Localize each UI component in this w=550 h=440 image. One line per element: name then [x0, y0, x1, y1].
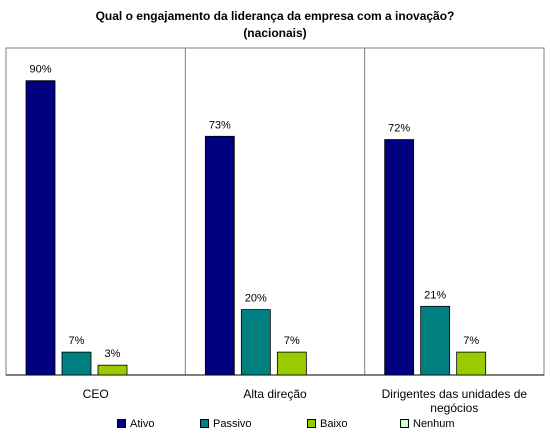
legend-label: Ativo	[130, 418, 155, 430]
legend-swatch	[400, 418, 409, 428]
bar	[204, 135, 235, 376]
chart-title-line-2: (nacionais)	[243, 26, 307, 40]
data-label: 3%	[105, 348, 121, 360]
category-label: Dirigentes das unidades de negócios	[382, 387, 528, 415]
legend-label: Passivo	[213, 418, 252, 430]
legend-swatch	[200, 418, 209, 428]
bar	[384, 139, 415, 376]
data-label: 20%	[245, 293, 267, 305]
data-label: 21%	[424, 289, 446, 301]
category-labels: CEO Alta direção Dirigentes das unidades d…	[83, 387, 528, 415]
chart-title-line-1: Qual o engajamento da liderança da empre…	[95, 9, 455, 23]
bars	[25, 80, 487, 376]
legend-item: Baixo	[307, 418, 348, 430]
bar	[240, 309, 271, 376]
plot-frame	[5, 47, 545, 376]
data-label: 7%	[69, 335, 85, 347]
data-labels: 90% 7% 3% 73% 20% 7% 72% 21% 7%	[29, 64, 479, 360]
legend-label: Nenhum	[413, 418, 455, 430]
chart-title: Qual o engajamento da liderança da empre…	[0, 8, 550, 42]
bar	[25, 80, 56, 376]
legend-swatch	[307, 418, 316, 428]
bar	[97, 364, 128, 376]
bar	[456, 351, 487, 376]
legend-item: Ativo	[117, 418, 154, 430]
legend-swatch	[117, 418, 126, 428]
bar	[420, 305, 451, 376]
data-label: 7%	[284, 335, 300, 347]
bar	[276, 351, 307, 376]
category-label: Alta direção	[243, 387, 307, 401]
legend-label: Baixo	[320, 418, 348, 430]
bar	[61, 351, 92, 376]
data-label: 90%	[29, 64, 51, 76]
legend-item: Nenhum	[400, 418, 455, 430]
data-label: 7%	[463, 335, 479, 347]
plot-area	[5, 47, 545, 376]
legend: Ativo Passivo Baixo Nenhum	[0, 418, 550, 438]
category-label: CEO	[83, 387, 109, 401]
data-label: 72%	[388, 123, 410, 135]
data-label: 73%	[209, 119, 231, 131]
legend-item: Passivo	[200, 418, 252, 430]
